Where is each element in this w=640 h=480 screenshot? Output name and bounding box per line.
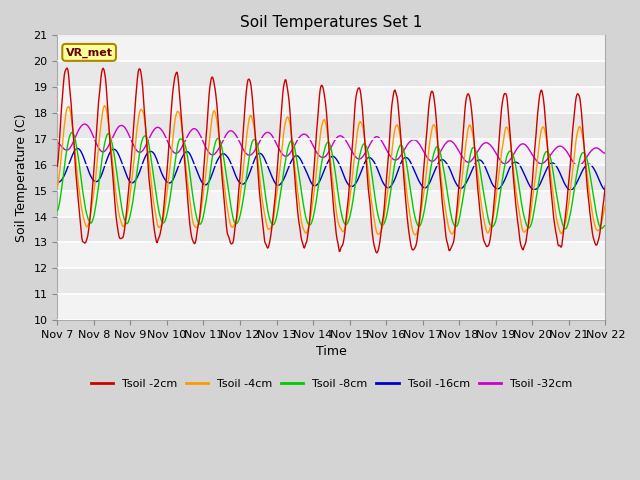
Tsoil -16cm bbox=[63, 165, 71, 171]
Tsoil -16cm bbox=[399, 157, 406, 163]
Tsoil -4cm bbox=[412, 232, 419, 238]
Tsoil -4cm bbox=[63, 105, 71, 111]
Tsoil -2cm bbox=[373, 250, 381, 256]
Tsoil -2cm bbox=[602, 183, 609, 189]
Tsoil -32cm bbox=[415, 140, 422, 146]
Tsoil -8cm bbox=[415, 223, 422, 229]
Tsoil -8cm bbox=[562, 226, 570, 232]
Tsoil -8cm bbox=[602, 223, 609, 228]
X-axis label: Time: Time bbox=[316, 346, 347, 359]
Bar bbox=[58, 139, 605, 165]
Tsoil -8cm bbox=[54, 208, 61, 214]
Bar bbox=[58, 294, 605, 320]
Tsoil -32cm bbox=[602, 150, 609, 156]
Bar bbox=[58, 191, 605, 216]
Tsoil -4cm bbox=[399, 154, 406, 159]
Tsoil -16cm bbox=[120, 167, 128, 173]
Tsoil -8cm bbox=[68, 130, 76, 135]
Bar bbox=[58, 87, 605, 113]
Tsoil -16cm bbox=[176, 159, 184, 165]
Line: Tsoil -32cm: Tsoil -32cm bbox=[58, 124, 605, 166]
Tsoil -32cm bbox=[81, 121, 89, 127]
Tsoil -4cm bbox=[120, 222, 128, 228]
Tsoil -8cm bbox=[176, 136, 184, 142]
Title: Soil Temperatures Set 1: Soil Temperatures Set 1 bbox=[240, 15, 422, 30]
Tsoil -2cm bbox=[54, 164, 61, 169]
Tsoil -4cm bbox=[415, 221, 423, 227]
Line: Tsoil -2cm: Tsoil -2cm bbox=[58, 68, 605, 253]
Tsoil -16cm bbox=[74, 145, 81, 151]
Tsoil -32cm bbox=[176, 147, 184, 153]
Text: VR_met: VR_met bbox=[66, 47, 113, 58]
Line: Tsoil -8cm: Tsoil -8cm bbox=[58, 132, 605, 229]
Tsoil -8cm bbox=[120, 217, 128, 223]
Tsoil -2cm bbox=[399, 169, 407, 175]
Tsoil -4cm bbox=[176, 113, 184, 119]
Tsoil -4cm bbox=[602, 203, 609, 208]
Tsoil -16cm bbox=[602, 187, 609, 193]
Bar bbox=[58, 242, 605, 268]
Tsoil -2cm bbox=[176, 98, 184, 104]
Tsoil -16cm bbox=[415, 177, 422, 183]
Legend: Tsoil -2cm, Tsoil -4cm, Tsoil -8cm, Tsoil -16cm, Tsoil -32cm: Tsoil -2cm, Tsoil -4cm, Tsoil -8cm, Tsoi… bbox=[86, 374, 577, 393]
Tsoil -8cm bbox=[205, 178, 213, 184]
Tsoil -32cm bbox=[399, 150, 406, 156]
Line: Tsoil -16cm: Tsoil -16cm bbox=[58, 148, 605, 190]
Tsoil -32cm bbox=[205, 150, 213, 156]
Tsoil -4cm bbox=[101, 103, 109, 108]
Tsoil -2cm bbox=[120, 227, 128, 233]
Tsoil -2cm bbox=[63, 65, 71, 71]
Tsoil -2cm bbox=[64, 68, 72, 73]
Tsoil -8cm bbox=[63, 144, 71, 149]
Tsoil -2cm bbox=[205, 93, 213, 98]
Tsoil -16cm bbox=[566, 187, 574, 193]
Tsoil -32cm bbox=[120, 124, 128, 130]
Tsoil -16cm bbox=[205, 179, 213, 184]
Tsoil -8cm bbox=[399, 144, 406, 150]
Line: Tsoil -4cm: Tsoil -4cm bbox=[58, 106, 605, 235]
Tsoil -32cm bbox=[574, 163, 582, 168]
Tsoil -32cm bbox=[63, 147, 71, 153]
Tsoil -32cm bbox=[54, 140, 61, 146]
Tsoil -4cm bbox=[205, 141, 213, 146]
Y-axis label: Soil Temperature (C): Soil Temperature (C) bbox=[15, 113, 28, 242]
Tsoil -4cm bbox=[54, 184, 61, 190]
Tsoil -2cm bbox=[415, 218, 423, 224]
Tsoil -16cm bbox=[54, 180, 61, 185]
Bar bbox=[58, 36, 605, 61]
